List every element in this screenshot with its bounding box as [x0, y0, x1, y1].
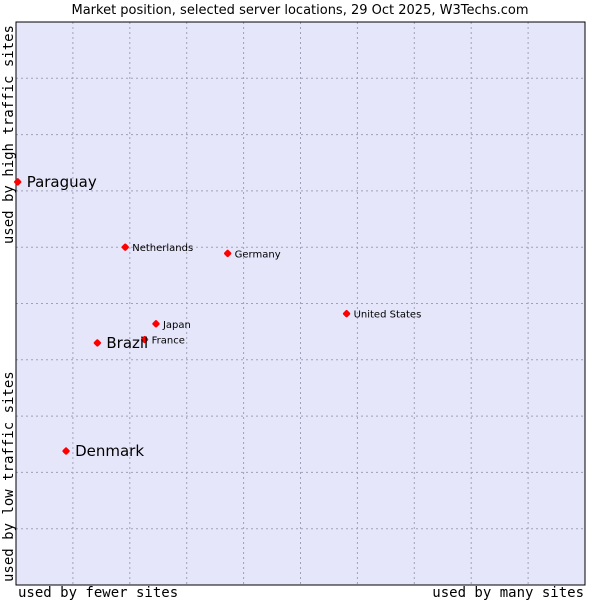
- point-label-paraguay: Paraguay: [27, 173, 97, 191]
- data-points: Paraguay Netherlands Germany United States J…: [14, 173, 422, 460]
- x-axis-label-left: used by fewer sites: [18, 585, 178, 600]
- point-marker-paraguay: [14, 178, 22, 186]
- point-label-germany: Germany: [235, 249, 281, 260]
- point-marker-france: [140, 335, 149, 344]
- point-marker-japan: [152, 320, 160, 328]
- chart-title: Market position, selected server locatio…: [71, 3, 528, 18]
- point-label-denmark: Denmark: [75, 442, 144, 460]
- x-axis-label-right: used by many sites: [432, 585, 584, 600]
- point-marker-germany: [224, 249, 232, 258]
- point-marker-brazil: [93, 339, 101, 347]
- point-label-united-states: United States: [354, 310, 422, 321]
- point-marker-united-states: [342, 310, 351, 318]
- point-marker-netherlands: [121, 243, 129, 251]
- y-axis-label-bottom: used by low traffic sites: [1, 371, 17, 582]
- y-axis-label-top: used by high traffic sites: [1, 25, 17, 244]
- point-label-japan: Japan: [162, 320, 191, 331]
- plot-border: [15, 21, 586, 586]
- point-marker-denmark: [62, 447, 70, 455]
- point-label-france: France: [152, 336, 185, 347]
- point-label-netherlands: Netherlands: [132, 243, 193, 254]
- grid-lines: [16, 22, 585, 585]
- point-label-brazil: Brazil: [106, 334, 148, 352]
